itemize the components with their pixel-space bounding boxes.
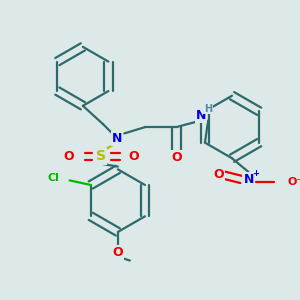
Text: S: S [96, 149, 106, 164]
Text: O: O [172, 151, 182, 164]
Text: N: N [196, 110, 206, 122]
Text: O⁻: O⁻ [287, 177, 300, 187]
Text: H: H [204, 103, 212, 114]
Text: O: O [128, 150, 139, 163]
Text: N: N [243, 173, 254, 186]
Text: O: O [112, 246, 123, 259]
Text: O: O [64, 150, 74, 163]
Text: N: N [112, 131, 122, 145]
Text: Cl: Cl [48, 172, 60, 183]
Text: O: O [213, 168, 224, 182]
Text: +: + [253, 169, 260, 178]
